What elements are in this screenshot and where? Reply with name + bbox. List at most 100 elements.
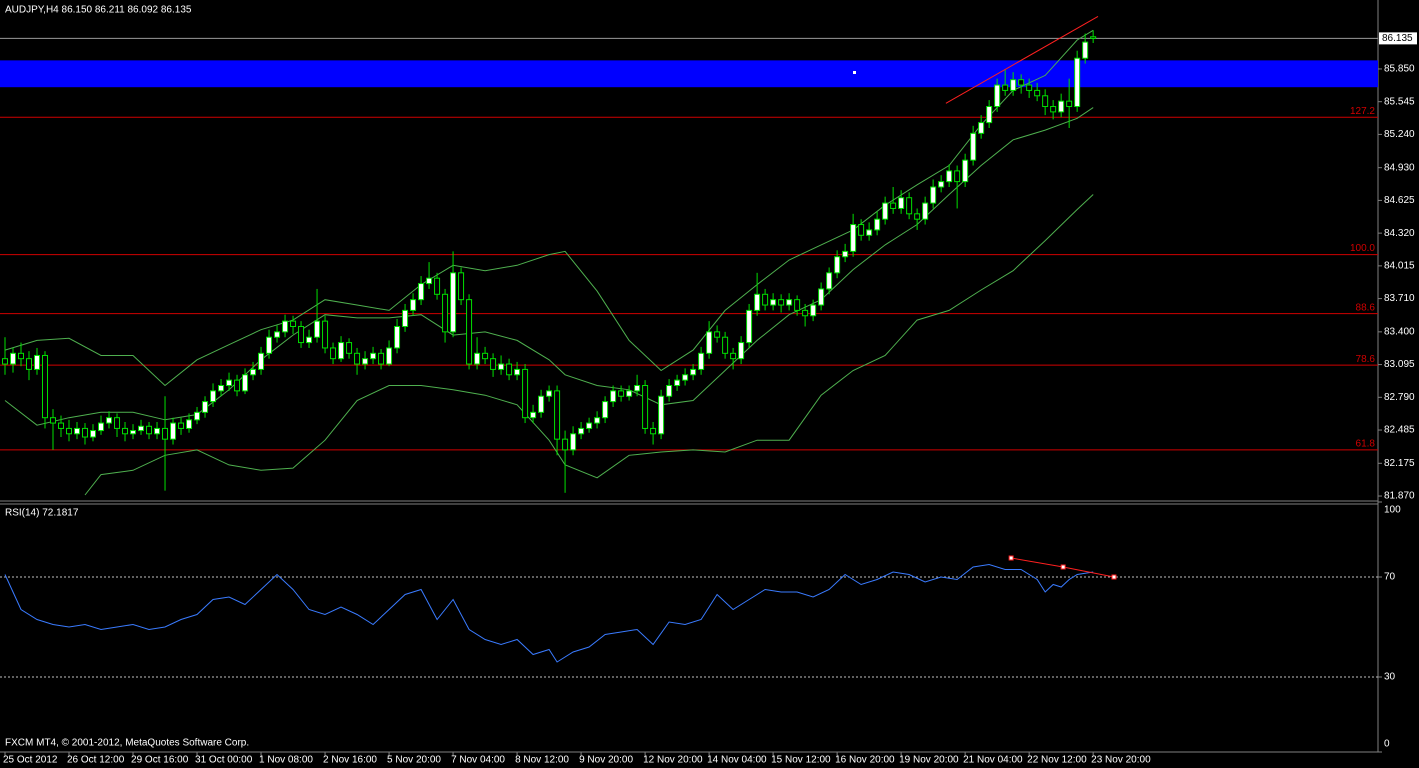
candle-body xyxy=(226,379,233,387)
candle-body xyxy=(570,433,577,451)
candle-body xyxy=(466,299,473,365)
rsi-y-tick-label: 70 xyxy=(1384,572,1396,583)
y-tick-label: 83.710 xyxy=(1384,293,1415,304)
x-tick-label: 29 Oct 16:00 xyxy=(131,755,189,766)
rsi-y-tick-label: 0 xyxy=(1384,739,1390,750)
candle-body xyxy=(546,390,553,397)
candle-body xyxy=(250,368,257,376)
footer: FXCM MT4, © 2001-2012, MetaQuotes Softwa… xyxy=(5,738,249,749)
y-tick-label: 84.320 xyxy=(1384,228,1415,239)
fib-label: 100.0 xyxy=(1350,243,1375,254)
candle-body xyxy=(1050,106,1057,113)
candle-body xyxy=(474,352,481,365)
candle-body xyxy=(882,202,889,220)
candle-body xyxy=(450,272,457,333)
candle-body xyxy=(498,363,505,370)
y-tick-label: 83.095 xyxy=(1384,359,1415,370)
candle-body xyxy=(914,213,921,220)
candle-body xyxy=(418,283,425,301)
x-tick-label: 25 Oct 2012 xyxy=(3,755,58,766)
x-tick-label: 23 Nov 20:00 xyxy=(1091,755,1151,766)
y-tick-label: 83.400 xyxy=(1384,326,1415,337)
candle-body xyxy=(762,293,769,306)
candle-body xyxy=(618,390,625,397)
candle-body xyxy=(154,427,161,435)
current-price-label: 86.135 xyxy=(1382,33,1413,44)
y-tick-label: 84.625 xyxy=(1384,195,1415,206)
candle-body xyxy=(898,197,905,209)
y-tick-label: 85.240 xyxy=(1384,129,1415,140)
candle-body xyxy=(178,422,185,429)
candle-body xyxy=(242,374,249,392)
candle-body xyxy=(362,358,369,365)
candle-body xyxy=(506,363,513,376)
candle-body xyxy=(290,320,297,327)
rsi-line xyxy=(4,563,1094,663)
x-tick-label: 8 Nov 12:00 xyxy=(515,755,569,766)
candle-body xyxy=(962,159,969,183)
candle-body xyxy=(282,320,289,333)
x-tick-label: 22 Nov 12:00 xyxy=(1027,755,1087,766)
candle-body xyxy=(74,427,81,435)
candle-body xyxy=(394,325,401,349)
candle-body xyxy=(754,293,761,311)
candle-body xyxy=(842,250,849,258)
candle-body xyxy=(210,390,217,403)
trendline xyxy=(945,15,1099,104)
candle-body xyxy=(1090,36,1097,39)
candle-body xyxy=(610,390,617,403)
candle-body xyxy=(58,422,65,429)
candle-body xyxy=(946,170,953,183)
candle-body xyxy=(98,422,105,432)
candle-body xyxy=(1074,57,1081,108)
candle-body xyxy=(690,368,697,376)
fib-label: 78.6 xyxy=(1356,354,1376,365)
x-tick-label: 2 Nov 16:00 xyxy=(323,755,377,766)
candle-body xyxy=(378,352,385,365)
candle-body xyxy=(1026,84,1033,91)
y-tick-label: 85.545 xyxy=(1384,96,1415,107)
candle-body xyxy=(314,320,321,338)
x-tick-label: 14 Nov 04:00 xyxy=(707,755,767,766)
candle-body xyxy=(586,422,593,429)
zone-marker xyxy=(853,71,856,74)
bollinger-band xyxy=(4,29,1094,387)
candle-body xyxy=(410,299,417,311)
candle-body xyxy=(266,336,273,354)
candle-body xyxy=(730,352,737,360)
candle-body xyxy=(922,202,929,220)
candle-body xyxy=(938,181,945,188)
candle-body xyxy=(434,277,441,295)
candle-body xyxy=(978,122,985,134)
candle-body xyxy=(90,430,97,438)
x-tick-label: 12 Nov 20:00 xyxy=(643,755,703,766)
candle-body xyxy=(346,342,353,354)
candle-body xyxy=(930,186,937,204)
candle-body xyxy=(834,256,841,274)
x-tick-label: 7 Nov 04:00 xyxy=(451,755,505,766)
candle-body xyxy=(802,309,809,317)
candle-body xyxy=(106,417,113,424)
rsi-trendline-point xyxy=(1060,564,1066,570)
candle-body xyxy=(994,84,1001,108)
candle-body xyxy=(370,352,377,360)
candle-body xyxy=(738,342,745,360)
fib-label: 88.6 xyxy=(1356,302,1376,313)
x-tick-label: 19 Nov 20:00 xyxy=(899,755,959,766)
candle-body xyxy=(538,395,545,413)
fib-label: 127.2 xyxy=(1350,106,1375,117)
candle-body xyxy=(258,352,265,370)
candle-body xyxy=(186,419,193,429)
candle-body xyxy=(674,379,681,387)
candle-body xyxy=(82,427,89,438)
candle-body xyxy=(194,411,201,421)
candle-body xyxy=(810,304,817,317)
candle-body xyxy=(1082,41,1089,59)
y-tick-label: 82.485 xyxy=(1384,425,1415,436)
candle-body xyxy=(594,417,601,424)
chart-title: AUDJPY,H4 86.150 86.211 86.092 86.135 xyxy=(5,5,192,16)
bollinger-band xyxy=(84,194,1094,496)
candle-body xyxy=(10,352,17,365)
fib-label: 61.8 xyxy=(1356,439,1376,450)
y-tick-label: 84.015 xyxy=(1384,261,1415,272)
